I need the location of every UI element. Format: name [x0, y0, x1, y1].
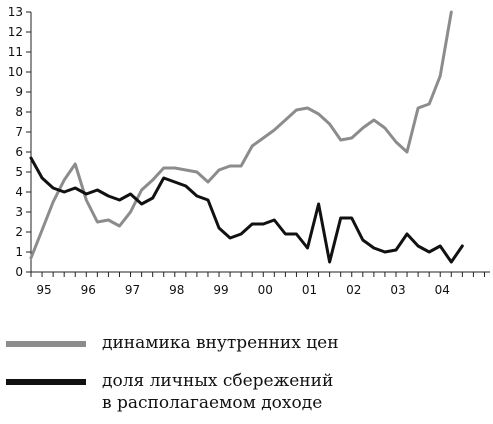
legend-label-savings-line1: доля личных сбережений	[102, 371, 334, 391]
x-tick-label: 01	[302, 283, 317, 297]
x-tick-label: 98	[169, 283, 184, 297]
y-tick-label: 7	[15, 125, 23, 139]
legend-item-savings: доля личных сбережений в располагаемом д…	[0, 368, 493, 418]
series-line-prices	[29, 10, 453, 260]
x-tick-label: 96	[81, 283, 96, 297]
y-tick-label: 1	[15, 245, 23, 259]
y-tick-label: 5	[15, 165, 23, 179]
legend-label-prices: динамика внутренних цен	[102, 333, 339, 353]
y-tick-label: 8	[15, 105, 23, 119]
series-line-savings	[29, 156, 464, 264]
x-tick-label: 00	[258, 283, 273, 297]
y-tick-label: 13	[8, 5, 23, 19]
x-tick-label: 02	[346, 283, 361, 297]
y-tick-label: 11	[8, 45, 23, 59]
y-tick-label: 9	[15, 85, 23, 99]
x-tick-label: 99	[213, 283, 228, 297]
legend-label-savings-line2: в располагаемом доходе	[102, 393, 323, 413]
y-tick-label: 2	[15, 225, 23, 239]
x-tick-label: 97	[125, 283, 140, 297]
legend-swatch-savings	[6, 379, 86, 385]
y-tick-label: 6	[15, 145, 23, 159]
legend-item-prices: динамика внутренних цен	[0, 330, 493, 360]
y-tick-label: 12	[8, 25, 23, 39]
x-tick-label: 04	[435, 283, 450, 297]
x-tick-label: 03	[390, 283, 405, 297]
x-tick-label: 95	[36, 283, 51, 297]
y-tick-label: 0	[15, 265, 23, 279]
chart-series	[29, 10, 464, 264]
legend-swatch-prices	[6, 341, 86, 347]
chart-legend: динамика внутренних цен доля личных сбер…	[0, 310, 493, 424]
y-tick-label: 4	[15, 185, 23, 199]
y-tick-label: 10	[8, 65, 23, 79]
y-tick-label: 3	[15, 205, 23, 219]
